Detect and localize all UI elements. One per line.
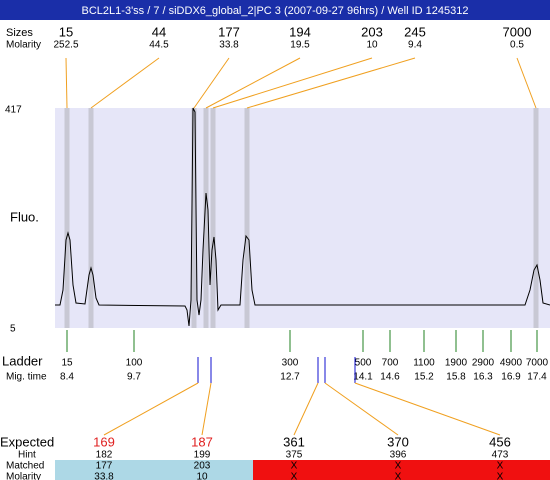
expected-connector [324, 382, 399, 436]
expected-connector [201, 382, 212, 436]
peak-band [191, 108, 197, 328]
ladder-size: 1100 [413, 358, 435, 369]
sizes-label: Sizes [6, 27, 33, 39]
matched-molarity: 10 [196, 472, 208, 480]
trace [55, 107, 550, 327]
matched-molarity: X [395, 472, 402, 480]
ladder-time: 15.8 [446, 372, 466, 383]
peak-molarity: 9.4 [408, 40, 422, 51]
peak-connector [90, 57, 160, 109]
plot-area [55, 108, 550, 328]
expected-size: 187 [191, 434, 213, 449]
peak-size: 203 [361, 24, 383, 39]
peak-connector [193, 57, 230, 109]
peak-molarity: 252.5 [53, 40, 78, 51]
ladder-size: 100 [126, 358, 143, 369]
ladder-time: 16.3 [473, 372, 493, 383]
ladder-size: 300 [282, 358, 299, 369]
expected-size: 169 [93, 434, 115, 449]
y-max: 417 [5, 105, 22, 116]
peak-connector [246, 57, 416, 109]
peak-molarity: 0.5 [510, 40, 524, 51]
matched-molarity: X [497, 472, 504, 480]
ladder-size: 4900 [500, 358, 523, 369]
ladder-time: 14.1 [353, 372, 373, 383]
molarity-label: Molarity [6, 40, 41, 51]
expected-size: 361 [283, 434, 305, 449]
ladder-size: 2900 [472, 358, 495, 369]
expected-connector [354, 382, 501, 436]
matched-size: X [395, 461, 402, 472]
ladder-size: 700 [382, 358, 399, 369]
peak-band [210, 108, 216, 328]
expected-label: Expected [0, 434, 54, 449]
matched-label: Matched [6, 461, 44, 472]
ladder-time: 17.4 [527, 372, 547, 383]
hint-size: 396 [390, 450, 407, 461]
mig-time-label: Mig. time [6, 372, 47, 383]
peak-connector [65, 57, 68, 109]
peak-band [203, 108, 209, 328]
y-min: 5 [10, 324, 16, 335]
peak-size: 194 [289, 24, 311, 39]
matched-size: 177 [96, 461, 113, 472]
peak-connector [516, 57, 537, 109]
ladder-time: 12.7 [280, 372, 300, 383]
expected-connector [293, 382, 319, 436]
peak-size: 44 [152, 24, 166, 39]
ladder-time: 14.6 [380, 372, 400, 383]
matched-size: X [291, 461, 298, 472]
ladder-time: 9.7 [127, 372, 141, 383]
ladder-size: 500 [355, 358, 372, 369]
peak-size: 177 [218, 24, 240, 39]
peak-size: 15 [59, 24, 73, 39]
peak-band [64, 108, 70, 328]
peak-size: 7000 [503, 24, 532, 39]
peak-molarity: 10 [366, 40, 378, 51]
ladder-size: 1900 [445, 358, 468, 369]
expected-size: 370 [387, 434, 409, 449]
peak-connector [212, 57, 373, 109]
hint-size: 199 [194, 450, 211, 461]
matched-size: 203 [194, 461, 211, 472]
matched-molarity: 33.8 [94, 472, 114, 480]
expected-size: 456 [489, 434, 511, 449]
ladder-time: 16.9 [501, 372, 521, 383]
peak-band [88, 108, 94, 328]
hint-size: 473 [492, 450, 509, 461]
peak-molarity: 19.5 [290, 40, 310, 51]
hint-size: 182 [96, 450, 113, 461]
ladder-size: 15 [61, 358, 73, 369]
hint-label: Hint [18, 450, 36, 461]
title: BCL2L1-3'ss / 7 / siDDX6_global_2|PC 3 (… [82, 5, 469, 17]
ladder-time: 8.4 [60, 372, 74, 383]
peak-molarity: 44.5 [149, 40, 169, 51]
matched-size: X [497, 461, 504, 472]
ladder-label: Ladder [2, 353, 43, 368]
matched-fail-bg [253, 460, 550, 480]
peak-connector [205, 57, 301, 109]
expected-connector [103, 382, 199, 436]
peak-band [244, 108, 250, 328]
exp-molarity-label: Molarity [6, 472, 41, 480]
ladder-time: 15.2 [414, 372, 434, 383]
matched-ok-bg [55, 460, 253, 480]
y-label: Fluo. [10, 209, 39, 224]
peak-size: 245 [404, 24, 426, 39]
peak-band [533, 108, 539, 328]
hint-size: 375 [286, 450, 303, 461]
title-bar [0, 0, 550, 20]
peak-molarity: 33.8 [219, 40, 239, 51]
ladder-size: 7000 [526, 358, 549, 369]
matched-molarity: X [291, 472, 298, 480]
